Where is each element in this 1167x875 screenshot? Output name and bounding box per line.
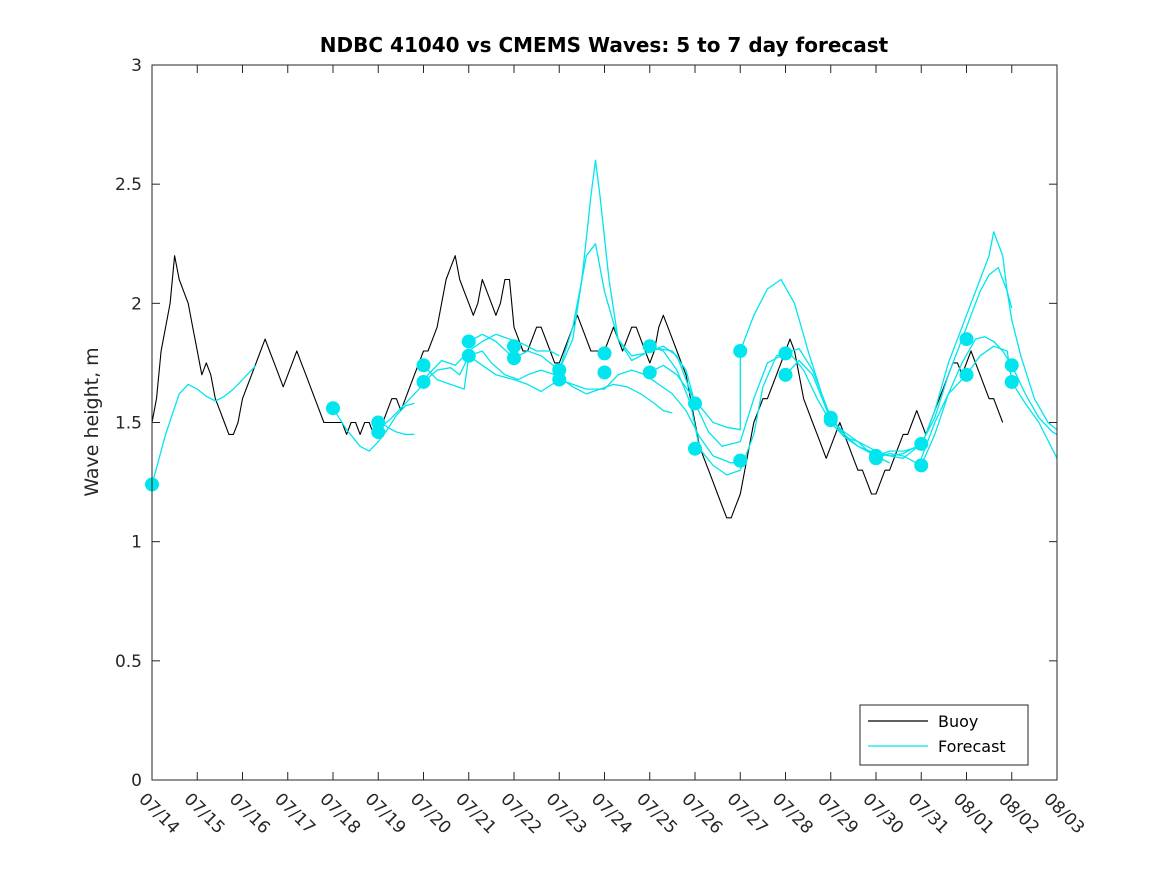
forecast-start-marker	[733, 453, 748, 468]
forecast-start-marker	[959, 332, 974, 347]
x-tick-label: 08/01	[949, 789, 998, 838]
forecast-start-marker	[552, 372, 567, 387]
y-tick-label: 1	[131, 533, 142, 553]
x-tick-label: 08/03	[1039, 789, 1088, 838]
legend-label-forecast: Forecast	[938, 737, 1006, 756]
forecast-start-marker	[642, 339, 657, 354]
series-forecast-line	[152, 364, 257, 485]
x-tick-label: 07/22	[496, 789, 545, 838]
x-tick-label: 07/19	[361, 789, 410, 838]
y-axis-label: Wave height, m	[81, 347, 103, 496]
legend-label-buoy: Buoy	[938, 712, 978, 731]
y-tick-label: 0.5	[115, 652, 142, 672]
x-tick-label: 07/17	[270, 789, 319, 838]
series-forecast-line	[785, 266, 1057, 457]
x-tick-label: 07/25	[632, 789, 681, 838]
forecast-start-marker	[326, 401, 340, 416]
forecast-start-marker	[688, 396, 702, 411]
x-tick-label: 07/31	[904, 789, 953, 838]
x-tick-label: 07/28	[768, 789, 817, 838]
series-forecast-line	[377, 333, 560, 431]
x-tick-label: 07/30	[858, 789, 907, 838]
x-tick-label: 07/21	[451, 789, 500, 838]
forecast-start-marker	[416, 358, 431, 373]
x-tick-label: 07/26	[677, 789, 726, 838]
forecast-start-marker	[914, 436, 929, 451]
x-tick-label: 07/16	[225, 789, 274, 838]
forecast-start-marker	[778, 346, 793, 361]
forecast-start-marker	[1004, 358, 1019, 373]
forecast-start-marker	[869, 451, 883, 466]
forecast-start-marker	[778, 367, 793, 382]
x-tick-label: 07/23	[542, 789, 591, 838]
series-forecast-line	[332, 402, 415, 452]
x-tick-label: 07/24	[587, 789, 636, 838]
x-tick-label: 07/20	[406, 789, 455, 838]
chart-title: NDBC 41040 vs CMEMS Waves: 5 to 7 day fo…	[320, 33, 889, 57]
forecast-start-marker	[959, 367, 974, 382]
series-forecast-line	[558, 376, 673, 414]
forecast-start-marker	[507, 339, 521, 354]
forecast-start-marker	[733, 344, 748, 358]
series-forecast-line	[468, 243, 786, 447]
legend-box	[859, 704, 1029, 766]
forecast-start-marker	[507, 351, 521, 366]
forecast-start-marker	[823, 413, 838, 428]
x-tick-label: 08/02	[994, 789, 1043, 838]
forecast-start-marker	[461, 348, 476, 363]
forecast-markers	[145, 332, 1019, 492]
x-tick-label: 07/15	[180, 789, 229, 838]
x-tick-label: 07/29	[813, 789, 862, 838]
forecast-start-marker	[371, 425, 386, 440]
forecast-start-marker	[914, 458, 929, 473]
forecast-start-marker	[642, 365, 657, 380]
forecast-start-marker	[416, 374, 431, 389]
forecast-start-marker	[597, 365, 612, 380]
legend: Buoy Forecast	[859, 704, 1029, 766]
forecast-start-marker	[461, 334, 476, 349]
x-tick-label: 07/27	[723, 789, 772, 838]
series-buoy-line	[152, 255, 1004, 519]
forecast-start-marker	[1004, 374, 1019, 389]
y-tick-label: 0	[131, 771, 142, 791]
x-tick-label: 07/14	[134, 789, 183, 838]
series-forecast-line	[920, 345, 1057, 459]
y-tick-label: 3	[131, 56, 142, 76]
y-tick-label: 2	[131, 294, 142, 314]
y-tick-label: 1.5	[115, 414, 142, 434]
plot-area	[145, 64, 1058, 781]
forecast-start-marker	[597, 346, 612, 361]
series-forecast-line	[875, 231, 1013, 457]
y-axis: 0 0.5 1 1.5 2 2.5 3	[115, 56, 1057, 791]
y-tick-label: 2.5	[115, 175, 142, 195]
forecast-start-marker	[688, 441, 702, 456]
x-tick-label: 07/18	[315, 789, 364, 838]
